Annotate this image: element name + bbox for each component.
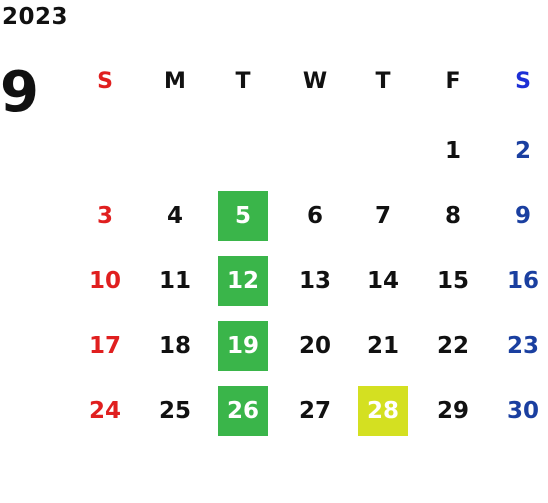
- day-cell-23[interactable]: 23: [506, 333, 539, 359]
- day-cell-30[interactable]: 30: [506, 398, 539, 424]
- day-cell-4[interactable]: 4: [166, 203, 183, 229]
- month-label: 9: [0, 60, 39, 125]
- day-cell-21[interactable]: 21: [366, 333, 399, 359]
- day-cell-1[interactable]: 1: [444, 138, 461, 164]
- day-cell-18[interactable]: 18: [158, 333, 191, 359]
- day-cell-9[interactable]: 9: [514, 203, 531, 229]
- day-cell-28[interactable]: 28: [358, 386, 408, 436]
- day-cell-10[interactable]: 10: [88, 268, 121, 294]
- day-cell-22[interactable]: 22: [436, 333, 469, 359]
- weekday-header-monday: M: [164, 68, 186, 94]
- day-cell-24[interactable]: 24: [88, 398, 121, 424]
- day-cell-8[interactable]: 8: [444, 203, 461, 229]
- day-cell-5[interactable]: 5: [218, 191, 268, 241]
- weekday-header-friday: F: [445, 68, 461, 94]
- day-cell-13[interactable]: 13: [298, 268, 331, 294]
- day-cell-20[interactable]: 20: [298, 333, 331, 359]
- day-cell-7[interactable]: 7: [374, 203, 391, 229]
- day-cell-6[interactable]: 6: [306, 203, 323, 229]
- day-cell-17[interactable]: 17: [88, 333, 121, 359]
- weekday-header-sunday: S: [97, 68, 113, 94]
- year-label: 2023: [2, 4, 69, 30]
- weekday-header-tuesday: T: [235, 68, 251, 94]
- day-cell-27[interactable]: 27: [298, 398, 331, 424]
- weekday-header-thursday: T: [375, 68, 391, 94]
- day-cell-26[interactable]: 26: [218, 386, 268, 436]
- day-cell-3[interactable]: 3: [96, 203, 113, 229]
- day-cell-16[interactable]: 16: [506, 268, 539, 294]
- day-cell-19[interactable]: 19: [218, 321, 268, 371]
- weekday-header-saturday: S: [515, 68, 531, 94]
- day-cell-25[interactable]: 25: [158, 398, 191, 424]
- day-cell-15[interactable]: 15: [436, 268, 469, 294]
- day-cell-14[interactable]: 14: [366, 268, 399, 294]
- day-cell-12[interactable]: 12: [218, 256, 268, 306]
- weekday-header-wednesday: W: [302, 68, 328, 94]
- day-cell-29[interactable]: 29: [436, 398, 469, 424]
- day-cell-2[interactable]: 2: [514, 138, 531, 164]
- day-cell-11[interactable]: 11: [158, 268, 191, 294]
